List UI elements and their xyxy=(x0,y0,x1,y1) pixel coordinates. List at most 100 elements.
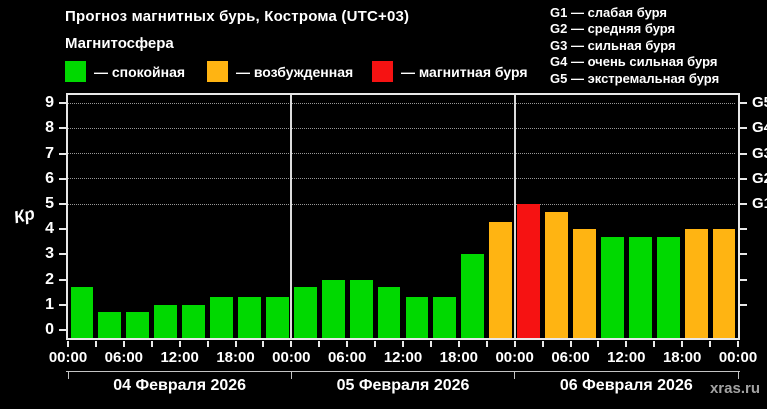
y-axis-tick xyxy=(59,278,66,281)
kp-bar xyxy=(182,304,206,338)
day-separator xyxy=(290,95,293,338)
kp-bar xyxy=(489,221,513,338)
x-axis-tick xyxy=(402,341,404,347)
right-axis-tick xyxy=(740,278,747,281)
kp-bar xyxy=(600,236,624,338)
y-axis-tick-label: 5 xyxy=(45,195,54,212)
kp-bar xyxy=(210,297,233,338)
right-axis-label-g4: G4 xyxy=(752,119,767,137)
kp-bar xyxy=(238,297,261,338)
date-label: 04 Февраля 2026 xyxy=(113,377,247,394)
x-axis-tick xyxy=(94,341,97,347)
g-scale-legend: G1 — слабая буря G2 — средняя буря G3 — … xyxy=(550,5,719,87)
kp-bar xyxy=(293,287,317,338)
right-axis-label-g2: G2 xyxy=(752,169,767,187)
y-axis-tick xyxy=(59,253,66,256)
gridline-g3 xyxy=(68,153,735,155)
date-label: 05 Февраля 2026 xyxy=(336,377,470,394)
quiet-color-swatch xyxy=(65,61,86,82)
kp-bar xyxy=(517,204,541,338)
gridline-g4 xyxy=(68,127,735,129)
y-axis-tick xyxy=(59,329,66,331)
x-axis-tick xyxy=(178,341,181,347)
date-axis-tick xyxy=(514,371,516,379)
x-axis-tick xyxy=(318,341,321,347)
day-separator xyxy=(513,95,516,338)
x-axis-tick xyxy=(262,341,265,347)
y-axis-tick xyxy=(59,102,66,105)
x-axis-time-label: 18:00 xyxy=(662,349,702,366)
kp-bar xyxy=(573,229,596,338)
kp-bar xyxy=(349,279,373,338)
x-axis-tick xyxy=(541,341,544,347)
y-axis-tick-label: 0 xyxy=(45,321,54,338)
right-axis-tick xyxy=(740,203,747,205)
x-axis-tick xyxy=(569,341,572,347)
x-axis-tick xyxy=(150,341,153,347)
kp-bar xyxy=(405,297,429,338)
x-axis-tick xyxy=(681,341,684,347)
right-axis-tick xyxy=(740,102,747,105)
x-axis-tick xyxy=(513,341,516,347)
x-axis-time-label: 00:00 xyxy=(718,349,758,366)
x-axis-tick xyxy=(457,341,460,347)
right-axis-tick xyxy=(740,253,747,256)
right-axis-tick xyxy=(740,177,747,180)
x-axis-time-label: 00:00 xyxy=(272,349,311,366)
y-axis-tick xyxy=(59,152,66,155)
x-axis-tick xyxy=(625,341,628,347)
x-axis-tick xyxy=(429,341,432,347)
legend-item-excited: — возбужденная xyxy=(207,61,353,82)
right-axis-label-g1: G1 xyxy=(752,195,767,212)
x-axis-time-label: 12:00 xyxy=(607,349,646,366)
kp-bar xyxy=(656,236,680,338)
x-axis-tick xyxy=(374,341,377,347)
gridline-g2 xyxy=(68,178,735,180)
kp-bar xyxy=(70,287,94,338)
kp-bar xyxy=(684,229,708,338)
kp-bar xyxy=(712,229,736,338)
y-axis-tick-label: 9 xyxy=(45,94,54,112)
right-axis-tick xyxy=(740,152,747,155)
x-axis-tick xyxy=(122,341,125,347)
watermark: xras.ru xyxy=(709,380,760,397)
x-axis-time-label: 12:00 xyxy=(383,349,423,366)
x-axis-tick xyxy=(709,341,712,347)
chart-title: Прогноз магнитных бурь, Кострома (UTC+03… xyxy=(65,8,410,25)
legend-label-excited: — возбужденная xyxy=(236,63,354,80)
kp-bar xyxy=(545,211,568,338)
x-axis-time-label: 18:00 xyxy=(439,349,479,366)
g-scale-line-g2: G2 — средняя буря xyxy=(550,21,676,37)
kp-bar xyxy=(628,236,652,338)
legend-item-storm: — магнитная буря xyxy=(372,61,528,82)
date-axis-tick xyxy=(67,371,69,379)
x-axis-time-label: 06:00 xyxy=(551,349,590,366)
legend-label-quiet: — спокойная xyxy=(94,63,186,80)
right-axis-tick xyxy=(740,303,747,306)
date-axis-line xyxy=(66,371,740,372)
right-axis-tick xyxy=(740,228,747,231)
x-axis-tick xyxy=(290,341,293,347)
legend-label-storm: — магнитная буря xyxy=(401,63,528,80)
g-scale-line-g4: G4 — очень сильная буря xyxy=(550,54,718,70)
x-axis-time-label: 12:00 xyxy=(160,349,199,366)
legend-item-quiet: — спокойная xyxy=(65,61,185,82)
magnetosphere-label: Магнитосфера xyxy=(65,35,174,52)
right-axis-tick xyxy=(740,127,747,130)
right-axis-label-g5: G5 xyxy=(752,94,767,112)
x-axis-time-label: 00:00 xyxy=(495,349,534,366)
x-axis-tick xyxy=(485,341,488,347)
y-axis-tick-label: 3 xyxy=(45,245,54,263)
y-axis-tick-label: 2 xyxy=(45,270,54,288)
y-axis-tick xyxy=(59,303,66,306)
plot-area xyxy=(66,93,740,340)
y-axis-tick-label: 8 xyxy=(45,119,54,137)
kp-bar xyxy=(98,312,122,338)
x-axis-tick xyxy=(234,341,237,347)
g-scale-line-g3: G3 — сильная буря xyxy=(550,37,676,53)
kp-bar xyxy=(265,297,289,338)
date-axis-tick xyxy=(290,371,292,379)
y-axis-tick-label: 6 xyxy=(45,169,54,187)
